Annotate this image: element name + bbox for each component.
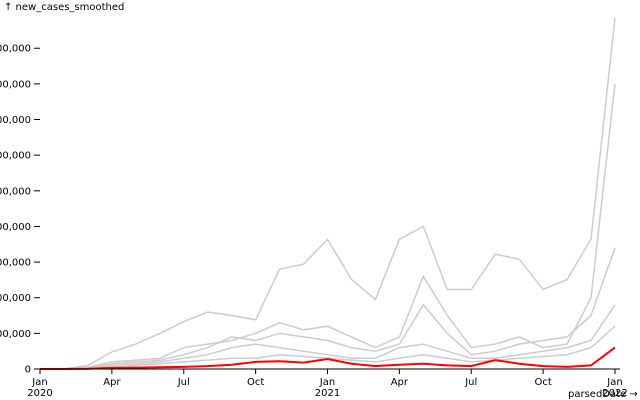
y-axis-label: ↑ new_cases_smoothed	[4, 2, 124, 13]
x-tick-label: Jul	[177, 377, 190, 388]
x-tick-year: 2021	[315, 388, 340, 399]
series-line	[40, 346, 616, 370]
x-tick-label: Oct	[247, 377, 264, 388]
x-tick-label: Jan	[319, 377, 335, 388]
y-tick-label: 0	[25, 365, 31, 376]
x-tick-label: Apr	[103, 377, 121, 388]
y-tick-label: 700,000	[0, 115, 31, 126]
y-tick-label: 400,000	[0, 222, 31, 233]
y-tick-label: 100,000	[0, 329, 31, 340]
x-axis-label: parsedDate →	[568, 389, 638, 400]
y-tick-label: 800,000	[0, 79, 31, 90]
x-tick-label: Apr	[391, 377, 409, 388]
x-tick-label: Jan	[606, 377, 622, 388]
y-tick-label: 600,000	[0, 151, 31, 162]
series-line	[40, 247, 616, 370]
y-tick-label: 900,000	[0, 44, 31, 55]
y-tick-label: 500,000	[0, 186, 31, 197]
x-tick-label: Jul	[464, 377, 477, 388]
series-line	[40, 83, 616, 370]
x-tick-year: 2022	[602, 388, 627, 399]
series-line	[40, 17, 616, 370]
x-tick-year: 2020	[27, 388, 52, 399]
y-tick-label: 300,000	[0, 258, 31, 269]
y-tick-label: 200,000	[0, 293, 31, 304]
x-tick-label: Jan	[31, 377, 47, 388]
x-tick-label: Oct	[534, 377, 551, 388]
series-line	[40, 304, 616, 370]
